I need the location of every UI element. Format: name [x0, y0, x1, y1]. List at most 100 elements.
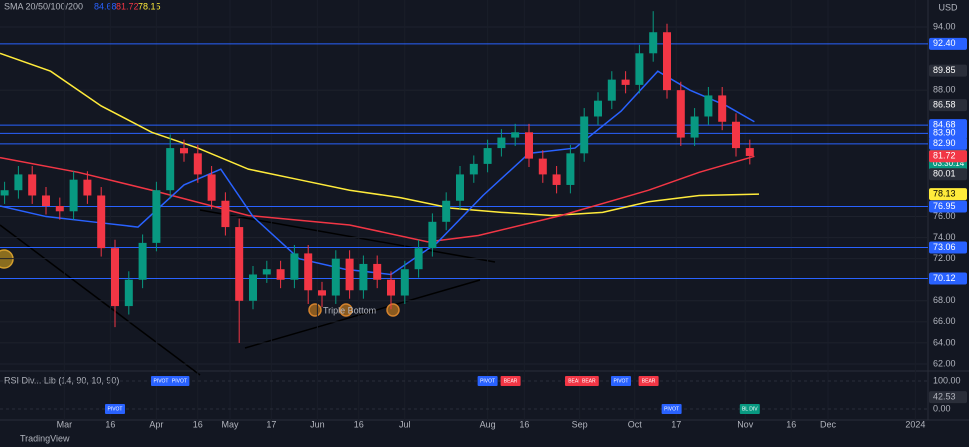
level-badge — [929, 241, 967, 254]
rsi-badge — [611, 375, 631, 386]
drawings — [0, 209, 496, 376]
candle-body — [42, 195, 50, 207]
rsi-badge — [105, 404, 125, 415]
candle-body — [538, 158, 547, 175]
price-badge — [929, 99, 967, 112]
price-label: 81.72 — [933, 151, 956, 161]
rsi-badge — [169, 375, 190, 386]
candle-body — [428, 221, 437, 249]
y-tick-label: 72.00 — [933, 253, 956, 263]
sma-line — [0, 155, 755, 243]
x-tick-label: Oct — [628, 419, 643, 429]
candle-body — [442, 200, 451, 222]
rsi-badge — [739, 404, 760, 415]
y-tick-label: 62.00 — [933, 358, 956, 368]
indicator-name: SMA 20/50/100/200 — [4, 1, 83, 11]
rsi-badge-label: BEAR — [642, 378, 656, 384]
x-tick-label: May — [221, 419, 239, 429]
marker-circle — [308, 303, 322, 317]
candle-body — [276, 269, 285, 280]
y-tick-label: 64.00 — [933, 337, 956, 347]
rsi-tick-label: 0.00 — [933, 403, 951, 413]
x-tick-label: 16 — [105, 419, 115, 429]
candle-body — [304, 253, 313, 291]
x-tick-label: Sep — [572, 419, 588, 429]
candle-body — [690, 116, 699, 138]
candle-body — [483, 148, 492, 164]
candle-body — [594, 100, 602, 117]
currency: USD — [938, 2, 958, 12]
rsi-badge — [500, 375, 521, 386]
candle-body — [318, 290, 326, 296]
indicator-value: 78.15 — [138, 1, 161, 11]
level-label: 73.06 — [933, 242, 956, 252]
candle-body — [221, 200, 230, 228]
marker-circle — [339, 303, 353, 317]
candle-body — [511, 132, 520, 138]
x-tick-label: 16 — [519, 419, 529, 429]
rsi-badge — [578, 375, 599, 386]
price-badge — [929, 168, 967, 181]
x-tick-label: Jul — [399, 419, 411, 429]
candle-body — [373, 263, 382, 280]
candle-body — [525, 132, 533, 159]
price-label: 89.85 — [933, 65, 956, 75]
price-badge — [929, 150, 967, 163]
candle-body — [14, 174, 23, 191]
price-label: 78.13 — [933, 188, 956, 198]
candle-body — [387, 279, 395, 296]
candle-body — [69, 179, 78, 212]
candle-body — [193, 153, 202, 175]
y-tick-label: 66.00 — [933, 316, 956, 326]
level-label: 92.40 — [933, 38, 956, 48]
candle-body — [359, 263, 368, 291]
candle-body — [663, 32, 671, 91]
x-tick-label: Mar — [57, 419, 73, 429]
x-tick-label: 16 — [193, 419, 203, 429]
level-badge — [929, 200, 967, 213]
price-badge — [929, 188, 967, 201]
candle-body — [497, 137, 506, 149]
rsi-badge — [661, 404, 682, 415]
y-tick-label: 74.00 — [933, 232, 956, 242]
candle-body — [400, 269, 409, 296]
candle-body — [83, 179, 92, 196]
candle-body — [290, 253, 299, 280]
candle-body — [207, 174, 216, 201]
candle-body — [621, 79, 630, 85]
candle-body — [262, 269, 271, 275]
trendline — [0, 224, 201, 376]
x-tick-label: Aug — [480, 419, 496, 429]
candle-body — [745, 148, 754, 156]
x-tick-label: Dec — [820, 419, 837, 429]
level-label: 70.12 — [933, 273, 956, 283]
candle-body — [0, 190, 9, 196]
candle-body — [97, 195, 106, 249]
level-badge — [929, 127, 967, 140]
candle-body — [635, 53, 644, 85]
x-tick-label: 16 — [354, 419, 364, 429]
candle-body — [566, 153, 575, 185]
candle-body — [552, 174, 561, 185]
candle-body — [166, 148, 175, 191]
x-tick-label: 2024 — [905, 419, 925, 429]
trendline — [244, 279, 481, 349]
rsi-badge-label: PIVOT — [613, 378, 628, 384]
candle-body — [704, 95, 713, 117]
brand: TradingView — [20, 433, 70, 443]
rsi-tick-label: 100.00 — [933, 375, 961, 385]
level-label: 83.90 — [933, 128, 956, 138]
rsi-badge-label: BL DIV — [742, 406, 758, 412]
level-badge — [929, 37, 967, 50]
rsi-badge-label: BEAR — [568, 378, 582, 384]
price-timer: 03:30:14 — [933, 159, 965, 168]
y-tick-label: 94.00 — [933, 21, 956, 31]
candle-body — [718, 95, 727, 122]
rsi-current-badge — [929, 391, 967, 404]
rsi-badge-label: BEAR — [582, 378, 596, 384]
y-tick-label: 68.00 — [933, 295, 956, 305]
candle-body — [180, 148, 188, 154]
price-label: 86.58 — [933, 99, 956, 109]
rsi-badge-label: PIVOT — [664, 406, 679, 412]
